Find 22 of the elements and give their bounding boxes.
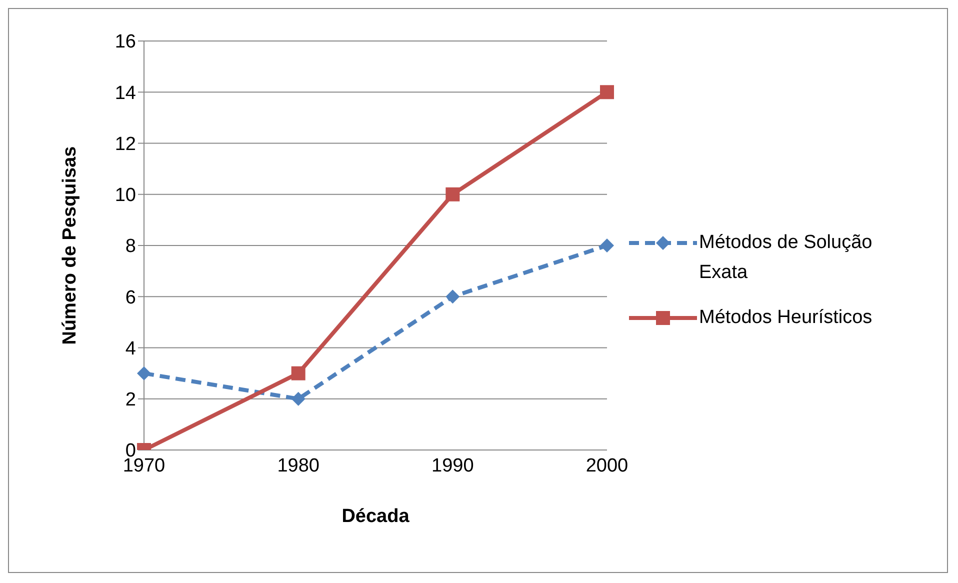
x-tick-label: 1980 bbox=[277, 455, 320, 476]
y-tick-label: 16 bbox=[114, 32, 136, 53]
legend-label: Métodos de Solução Exata bbox=[699, 230, 874, 284]
y-tick-label: 6 bbox=[125, 287, 136, 308]
y-tick-label: 12 bbox=[114, 134, 136, 155]
y-tick-label: 14 bbox=[114, 82, 136, 104]
x-tick-label: 1990 bbox=[432, 455, 474, 476]
y-tick-label: 2 bbox=[125, 390, 136, 411]
x-tick-label: 2000 bbox=[586, 455, 628, 476]
x-axis-title: Década bbox=[342, 506, 410, 527]
y-tick-label: 10 bbox=[114, 185, 136, 206]
legend-label: Métodos Heurísticos bbox=[699, 306, 874, 330]
point bbox=[446, 290, 460, 304]
y-axis-title: Número de Pesquisas bbox=[60, 146, 81, 345]
point bbox=[600, 85, 614, 100]
point bbox=[291, 392, 306, 406]
point bbox=[137, 366, 151, 380]
point bbox=[600, 238, 614, 252]
point bbox=[291, 366, 306, 380]
y-tick-label: 4 bbox=[125, 338, 136, 360]
y-tick-label: 8 bbox=[125, 236, 136, 258]
point bbox=[446, 187, 460, 202]
